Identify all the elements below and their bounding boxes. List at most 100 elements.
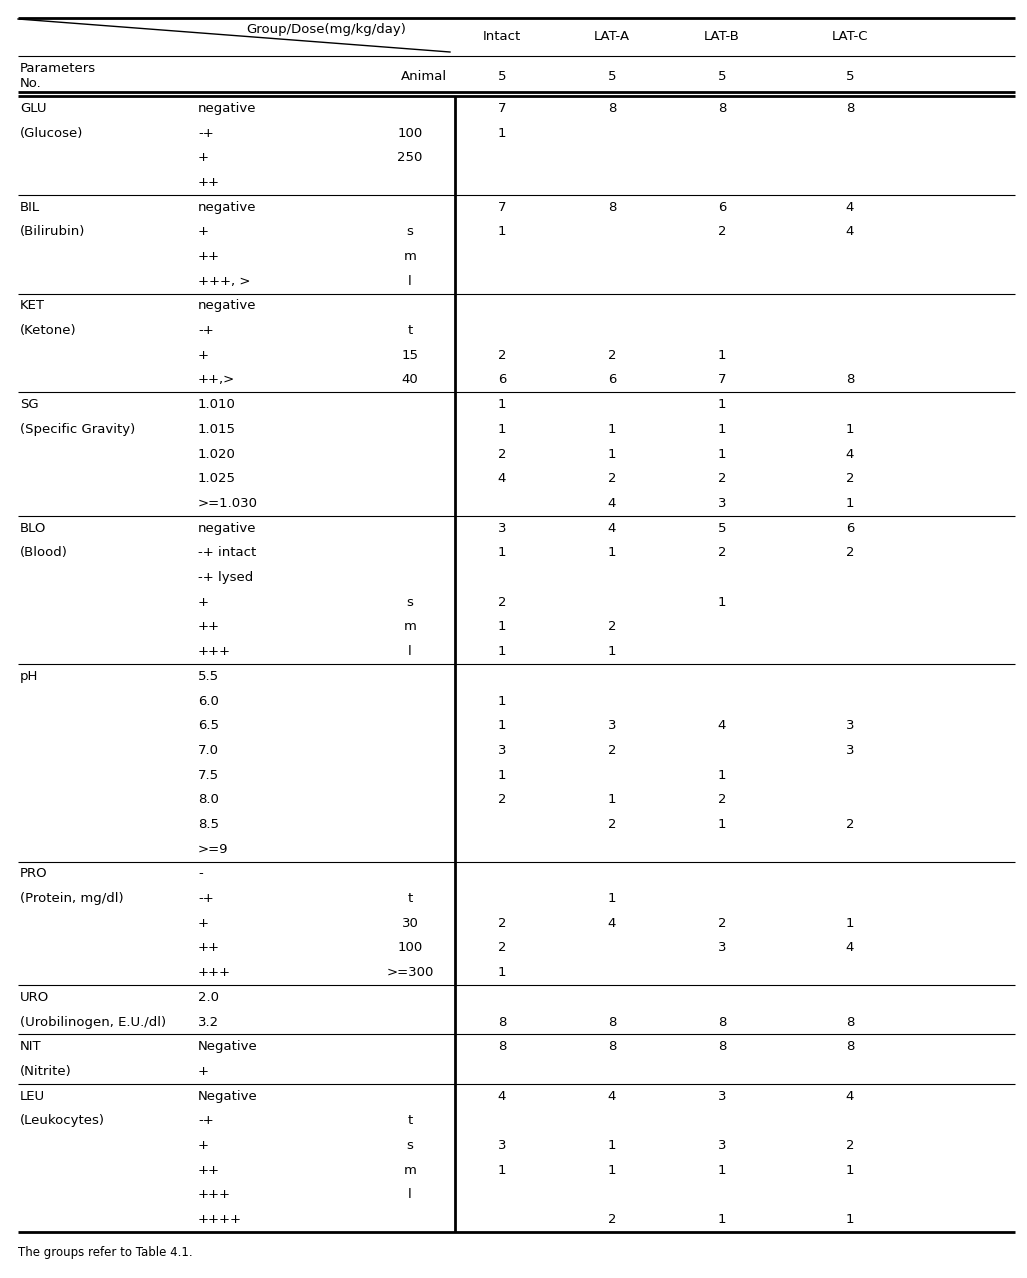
Text: 8: 8 (846, 1040, 854, 1053)
Text: 2: 2 (846, 547, 854, 560)
Text: 2: 2 (498, 942, 506, 955)
Text: 1: 1 (498, 547, 506, 560)
Text: 1: 1 (498, 768, 506, 782)
Text: 3: 3 (846, 744, 854, 757)
Text: 1: 1 (498, 645, 506, 658)
Text: >=1.030: >=1.030 (198, 497, 258, 510)
Text: 1: 1 (846, 1164, 854, 1177)
Text: 4: 4 (608, 497, 616, 510)
Text: (Blood): (Blood) (20, 547, 68, 560)
Text: 8: 8 (846, 102, 854, 115)
Text: -+ intact: -+ intact (198, 547, 257, 560)
Text: Negative: Negative (198, 1040, 258, 1053)
Text: ++: ++ (198, 942, 220, 955)
Text: 4: 4 (608, 1090, 616, 1103)
Text: 8: 8 (608, 201, 616, 213)
Text: +: + (198, 151, 210, 165)
Text: 1: 1 (608, 1139, 616, 1151)
Text: 2: 2 (718, 794, 726, 806)
Text: l: l (408, 275, 412, 288)
Text: s: s (407, 225, 414, 238)
Text: s: s (407, 1139, 414, 1151)
Text: -: - (198, 868, 202, 881)
Text: 7: 7 (718, 373, 726, 386)
Text: +: + (198, 1065, 210, 1077)
Text: l: l (408, 1189, 412, 1201)
Text: 1: 1 (498, 1164, 506, 1177)
Text: ++,>: ++,> (198, 373, 235, 386)
Text: 8: 8 (498, 1040, 506, 1053)
Text: 1: 1 (718, 1213, 726, 1226)
Text: 2: 2 (846, 818, 854, 831)
Text: 1: 1 (718, 423, 726, 436)
Text: 3.2: 3.2 (198, 1016, 219, 1029)
Text: 3: 3 (846, 720, 854, 732)
Text: 1.025: 1.025 (198, 473, 236, 486)
Text: LAT-A: LAT-A (594, 29, 630, 42)
Text: 5: 5 (846, 69, 854, 83)
Text: 8: 8 (718, 102, 726, 115)
Text: 4: 4 (608, 521, 616, 534)
Text: 5: 5 (718, 521, 726, 534)
Text: 3: 3 (718, 942, 726, 955)
Text: 2: 2 (498, 447, 506, 460)
Text: 2: 2 (846, 1139, 854, 1151)
Text: m: m (404, 250, 416, 263)
Text: -+ lysed: -+ lysed (198, 571, 254, 584)
Text: 7.0: 7.0 (198, 744, 219, 757)
Text: 1: 1 (498, 127, 506, 139)
Text: negative: negative (198, 299, 257, 312)
Text: GLU: GLU (20, 102, 46, 115)
Text: (Nitrite): (Nitrite) (20, 1065, 72, 1077)
Text: KET: KET (20, 299, 45, 312)
Text: 7.5: 7.5 (198, 768, 219, 782)
Text: LAT-B: LAT-B (705, 29, 739, 42)
Text: 1: 1 (718, 349, 726, 362)
Text: 3: 3 (498, 744, 506, 757)
Text: +++: +++ (198, 966, 231, 979)
Text: 1: 1 (498, 620, 506, 634)
Text: BLO: BLO (20, 521, 46, 534)
Text: 3: 3 (718, 1139, 726, 1151)
Text: (Leukocytes): (Leukocytes) (20, 1114, 105, 1127)
Text: m: m (404, 1164, 416, 1177)
Text: 4: 4 (846, 1090, 854, 1103)
Text: +: + (198, 349, 210, 362)
Text: 1: 1 (498, 966, 506, 979)
Text: 3: 3 (498, 521, 506, 534)
Text: 1: 1 (498, 423, 506, 436)
Text: 1: 1 (718, 818, 726, 831)
Text: 6: 6 (846, 521, 854, 534)
Text: negative: negative (198, 102, 257, 115)
Text: 1: 1 (718, 596, 726, 608)
Text: 250: 250 (397, 151, 423, 165)
Text: 1.010: 1.010 (198, 399, 236, 412)
Text: +++, >: +++, > (198, 275, 251, 288)
Text: -+: -+ (198, 127, 214, 139)
Text: 4: 4 (846, 225, 854, 238)
Text: 1: 1 (608, 892, 616, 905)
Text: 8: 8 (846, 373, 854, 386)
Text: 2: 2 (498, 349, 506, 362)
Text: The groups refer to Table 4.1.: The groups refer to Table 4.1. (18, 1246, 193, 1259)
Text: 8: 8 (608, 1016, 616, 1029)
Text: 2: 2 (718, 473, 726, 486)
Text: 1: 1 (608, 645, 616, 658)
Text: 1: 1 (846, 916, 854, 930)
Text: (Protein, mg/dl): (Protein, mg/dl) (20, 892, 123, 905)
Text: Intact: Intact (483, 29, 521, 42)
Text: 2: 2 (718, 225, 726, 238)
Text: 4: 4 (608, 916, 616, 930)
Text: (Specific Gravity): (Specific Gravity) (20, 423, 136, 436)
Text: 8: 8 (608, 1040, 616, 1053)
Text: t: t (408, 1114, 413, 1127)
Text: 4: 4 (846, 942, 854, 955)
Text: t: t (408, 325, 413, 337)
Text: s: s (407, 596, 414, 608)
Text: 1: 1 (608, 547, 616, 560)
Text: ++++: ++++ (198, 1213, 242, 1226)
Text: 2: 2 (498, 596, 506, 608)
Text: 2: 2 (608, 620, 616, 634)
Text: 5: 5 (498, 69, 506, 83)
Text: 1: 1 (498, 720, 506, 732)
